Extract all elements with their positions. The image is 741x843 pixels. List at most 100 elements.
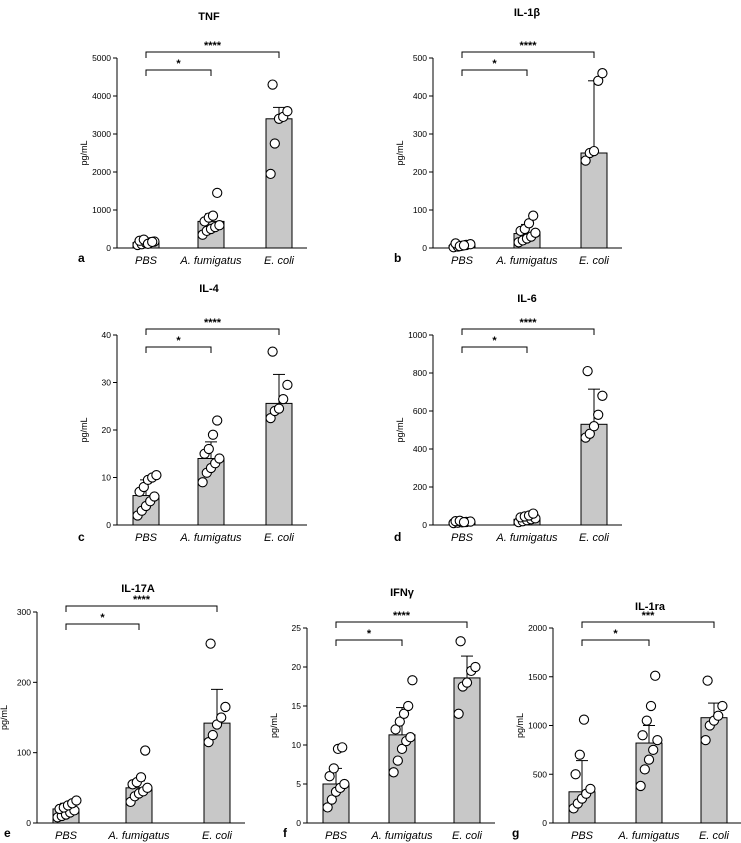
category-label: E. coli bbox=[264, 532, 295, 544]
panel-letter: a bbox=[78, 251, 85, 265]
data-point bbox=[142, 782, 153, 793]
panel-f: IFNγ 0 5 10 15 20 25 pg/mL PBS A. fumigatus E. col… bbox=[269, 587, 495, 842]
panel-g: IL-1ra 0 500 1000 1500 2000 pg/mL PBS A. fumigat… bbox=[512, 601, 741, 842]
panel-title: IL-1ra bbox=[635, 601, 666, 613]
data-point bbox=[396, 743, 408, 755]
y-tick-label: 200 bbox=[413, 482, 427, 492]
category-label: E. coli bbox=[579, 255, 610, 267]
data-point bbox=[151, 469, 162, 481]
significance-bracket bbox=[461, 69, 528, 76]
category-label: A. fumigatus bbox=[617, 830, 680, 842]
y-tick-label: 10 bbox=[102, 473, 112, 483]
data-point bbox=[390, 724, 401, 735]
data-point bbox=[458, 240, 470, 251]
data-point bbox=[269, 138, 280, 149]
data-point bbox=[584, 428, 595, 439]
significance-bracket bbox=[145, 69, 212, 76]
data-point bbox=[203, 443, 214, 455]
y-tick-label: 800 bbox=[413, 368, 427, 378]
bar-ecoli bbox=[265, 118, 293, 249]
y-tick-label: 40 bbox=[102, 330, 112, 340]
category-label: A. fumigatus bbox=[495, 255, 558, 267]
data-point bbox=[149, 491, 160, 502]
data-point bbox=[337, 742, 348, 753]
significance-label: * bbox=[176, 335, 181, 347]
significance-label: **** bbox=[519, 40, 537, 52]
category-label: E. coli bbox=[202, 830, 233, 842]
significance-bracket bbox=[145, 328, 280, 335]
significance-bracket bbox=[145, 51, 280, 58]
data-point bbox=[392, 755, 403, 766]
data-point bbox=[648, 744, 659, 756]
category-label: PBS bbox=[451, 532, 474, 544]
y-tick-label: 2000 bbox=[528, 623, 547, 633]
y-tick-label: 200 bbox=[413, 167, 427, 177]
data-point bbox=[593, 75, 604, 86]
category-label: E. coli bbox=[264, 255, 295, 267]
data-point bbox=[212, 187, 223, 199]
data-point bbox=[582, 365, 593, 377]
data-point bbox=[523, 218, 535, 229]
data-point bbox=[324, 771, 335, 782]
y-axis-label: pg/mL bbox=[79, 140, 89, 165]
y-tick-label: 10 bbox=[292, 740, 302, 750]
data-point bbox=[528, 508, 539, 519]
category-label: PBS bbox=[451, 255, 474, 267]
y-tick-label: 1000 bbox=[92, 205, 111, 215]
significance-label: * bbox=[100, 612, 105, 624]
category-label: PBS bbox=[135, 255, 158, 267]
panel-e: IL-17A 0 100 200 300 pg/mL PBS A. fumigatus E. c… bbox=[0, 583, 245, 842]
significance-bracket bbox=[335, 639, 403, 646]
data-point bbox=[207, 729, 218, 741]
data-point bbox=[652, 734, 663, 746]
significance-label: *** bbox=[642, 610, 656, 622]
data-point bbox=[461, 677, 473, 688]
data-point bbox=[207, 429, 219, 440]
significance-label: * bbox=[492, 335, 497, 347]
y-tick-label: 100 bbox=[413, 205, 427, 215]
panel-letter: d bbox=[394, 530, 401, 544]
category-label: A. fumigatus bbox=[495, 532, 558, 544]
significance-label: **** bbox=[204, 317, 222, 329]
data-point bbox=[639, 764, 650, 775]
panel-title: TNF bbox=[198, 11, 220, 23]
panel-letter: c bbox=[78, 530, 85, 544]
data-point bbox=[267, 346, 278, 357]
category-label: A. fumigatus bbox=[179, 532, 242, 544]
y-tick-label: 100 bbox=[17, 748, 31, 758]
category-label: A. fumigatus bbox=[179, 255, 242, 267]
y-tick-label: 20 bbox=[292, 662, 302, 672]
data-point bbox=[278, 393, 289, 405]
y-tick-label: 1000 bbox=[408, 330, 427, 340]
data-point bbox=[597, 68, 608, 79]
data-point bbox=[388, 767, 399, 778]
data-point bbox=[585, 783, 596, 795]
significance-label: **** bbox=[133, 594, 151, 606]
data-point bbox=[214, 220, 225, 231]
y-axis-label: pg/mL bbox=[0, 705, 9, 730]
y-tick-label: 4000 bbox=[92, 91, 111, 101]
panel-letter: f bbox=[283, 826, 288, 840]
data-point bbox=[407, 675, 418, 686]
significance-bracket bbox=[581, 621, 715, 628]
data-point bbox=[650, 670, 661, 681]
y-tick-label: 0 bbox=[296, 818, 301, 828]
y-tick-label: 3000 bbox=[92, 129, 111, 139]
bar-ecoli bbox=[453, 677, 481, 824]
data-point bbox=[700, 734, 711, 746]
y-tick-label: 400 bbox=[413, 444, 427, 454]
data-point bbox=[455, 636, 466, 647]
y-tick-label: 15 bbox=[292, 701, 302, 711]
data-point bbox=[530, 227, 541, 238]
panel-title: IL-17A bbox=[121, 583, 155, 595]
y-tick-label: 0 bbox=[422, 520, 427, 530]
data-point bbox=[220, 701, 231, 713]
y-tick-label: 0 bbox=[542, 818, 547, 828]
significance-label: **** bbox=[393, 610, 411, 622]
significance-label: **** bbox=[519, 317, 537, 329]
data-point bbox=[578, 714, 590, 725]
data-point bbox=[637, 730, 648, 741]
data-point bbox=[265, 168, 276, 180]
data-point bbox=[713, 710, 724, 721]
